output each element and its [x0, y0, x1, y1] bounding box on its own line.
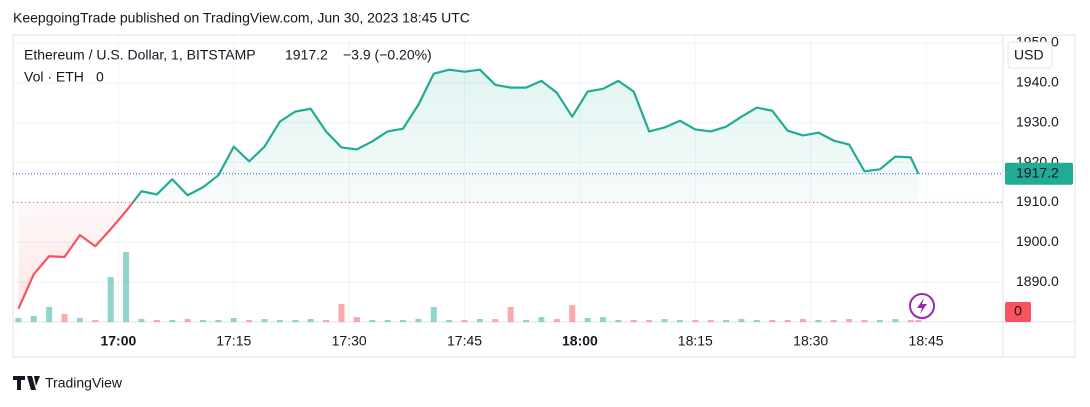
header: KeepgoingTrade published on TradingView.… [13, 10, 470, 26]
lightning-icon[interactable] [909, 293, 935, 319]
volume-bar [646, 320, 653, 322]
volume-bar [692, 320, 699, 322]
volume-bar [569, 305, 576, 322]
volume-label: Vol · ETH [24, 69, 84, 85]
volume-bar [846, 319, 853, 322]
volume-bar [707, 320, 714, 322]
volume-bar [30, 316, 37, 322]
volume-bar [830, 320, 837, 322]
volume-bar [446, 320, 453, 322]
volume-bar [892, 319, 899, 322]
volume-bar [430, 307, 437, 322]
volume-bar [461, 320, 468, 322]
volume-bar [600, 317, 606, 322]
volume-bar [915, 320, 922, 322]
volume-bar [523, 320, 530, 322]
x-tick-label: 18:30 [793, 333, 828, 349]
symbol: Ethereum / U.S. Dollar, 1, BITSTAMP [24, 47, 256, 63]
volume-bar [353, 317, 360, 322]
y-tick-label: 1910.0 [1016, 193, 1059, 209]
frame [12, 34, 1076, 358]
x-tick-label: 18:15 [678, 333, 713, 349]
x-tick-label: 18:00 [562, 333, 598, 349]
volume-bar [123, 252, 130, 322]
x-tick-label: 17:45 [447, 333, 482, 349]
volume-bar [76, 318, 83, 322]
volume-bar [507, 307, 514, 322]
y-tick-label: 1930.0 [1016, 113, 1059, 129]
volume-bar [107, 277, 114, 322]
volume-bar [200, 320, 206, 322]
volume-bar [538, 317, 545, 322]
volume-value: 0 [96, 69, 104, 85]
x-tick-label: 17:15 [216, 333, 251, 349]
volume-bar [584, 318, 591, 322]
volume-bar [630, 320, 637, 322]
volume-axis-label: 0 [1014, 303, 1022, 319]
axes: 1890.01900.01910.01920.01930.01940.01950… [100, 34, 1073, 349]
x-tick-label: 17:30 [332, 333, 367, 349]
volume-bar [307, 319, 314, 322]
volume-bar [92, 320, 99, 322]
x-tick-label: 18:45 [909, 333, 944, 349]
y-tick-label: 1940.0 [1016, 74, 1059, 90]
volume-bar [769, 320, 776, 322]
area-fill [18, 69, 919, 309]
volume-bar [15, 318, 22, 322]
last-price-box [1005, 162, 1073, 185]
x-tick-label: 17:00 [100, 333, 136, 349]
volume-bar [46, 307, 53, 322]
volume-bar [553, 319, 560, 322]
volume-bar [169, 320, 176, 322]
volume-bar [907, 320, 914, 322]
legend: Ethereum / U.S. Dollar, 1, BITSTAMP 1917… [24, 47, 432, 85]
currency-box[interactable] [1007, 41, 1053, 69]
last-price: 1917.2 [285, 47, 328, 63]
currency: USD [1014, 47, 1044, 63]
volume-bar [723, 320, 730, 322]
y-tick-label: 1890.0 [1016, 273, 1059, 289]
plot [13, 68, 1003, 322]
volume-bar [276, 320, 283, 322]
volume-bar [292, 320, 299, 322]
last-price-label: 1917.2 [1016, 164, 1059, 180]
volume-bar [230, 318, 237, 322]
volume-bar [815, 320, 822, 322]
volume-bar [323, 320, 330, 322]
volume-bar [415, 319, 422, 322]
volume-bar [476, 319, 483, 322]
volume-bar [800, 319, 806, 322]
volume-bar [876, 320, 883, 322]
volume-bar [246, 320, 253, 322]
volume-bar [61, 314, 68, 322]
volume-bar [676, 320, 683, 322]
volume-bar [215, 320, 222, 322]
volume-box [1005, 302, 1031, 322]
volume-bar [384, 320, 391, 322]
volume-bar [784, 320, 791, 322]
price-line-series [17, 68, 920, 310]
volume-bar [138, 319, 145, 322]
volume-bar [661, 319, 668, 322]
logo: TradingView [13, 375, 123, 391]
volume-bar [369, 320, 376, 322]
volume-bar [184, 319, 191, 322]
volume-bar [753, 320, 760, 322]
change: −3.9 (−0.20%) [343, 47, 432, 63]
volume-bar [492, 319, 499, 322]
volume-bar [738, 319, 745, 322]
volume-bar [261, 319, 268, 322]
y-tick-label: 1900.0 [1016, 233, 1059, 249]
footer: TradingView [45, 375, 123, 391]
volume-bar [153, 320, 160, 322]
volume-bar [615, 320, 622, 322]
volume-bar [338, 304, 345, 322]
volume-bar [861, 320, 868, 322]
volume-bar [400, 320, 406, 322]
